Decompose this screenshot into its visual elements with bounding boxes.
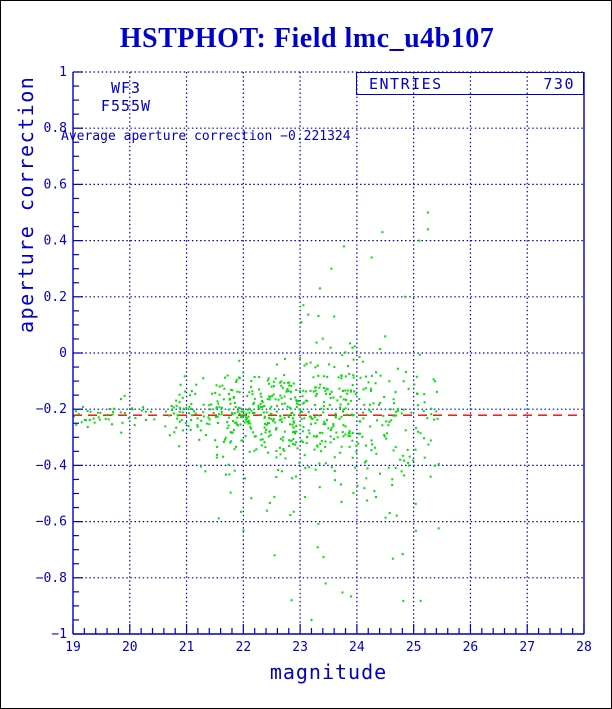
svg-text:21: 21 [179,640,195,655]
entries-value: 730 [543,74,575,93]
entries-legend-box: ENTRIES 730 [356,72,584,95]
svg-text:25: 25 [406,640,422,655]
svg-text:−0.8: −0.8 [36,571,67,586]
svg-text:23: 23 [292,640,308,655]
y-tick-labels: 1 0.8 0.6 0.4 0.2 0 −0.2 −0.4 −0.6 −0.8 −1 [36,65,67,642]
svg-text:26: 26 [463,640,479,655]
svg-text:−0.2: −0.2 [36,402,67,417]
axis-ticks [72,71,585,635]
scatter-points [72,211,440,621]
x-axis-label: magnitude [269,660,388,684]
svg-text:0.6: 0.6 [44,177,67,192]
y-axis-label: aperture correction [14,75,38,333]
entries-label: ENTRIES [369,74,443,93]
grid-lines [73,71,584,634]
svg-text:−0.4: −0.4 [36,458,67,473]
filter-label: F555W [100,97,152,115]
svg-text:20: 20 [122,640,138,655]
svg-text:−1: −1 [51,627,67,642]
svg-text:1: 1 [59,65,67,80]
svg-text:28: 28 [576,640,592,655]
svg-text:19: 19 [65,640,81,655]
average-correction-text: Average aperture correction −0.221324 [61,129,351,144]
svg-text:27: 27 [519,640,535,655]
svg-text:24: 24 [349,640,365,655]
svg-text:0.2: 0.2 [44,290,67,305]
svg-text:22: 22 [236,640,252,655]
camera-label: WF3 [110,79,142,97]
svg-text:0.8: 0.8 [44,121,67,136]
svg-text:0: 0 [59,346,67,361]
x-tick-labels: 19 20 21 22 23 24 25 26 27 28 [65,640,592,655]
svg-text:−0.6: −0.6 [36,515,67,530]
page-title: HSTPHOT: Field lmc_u4b107 [119,23,495,54]
svg-text:0.4: 0.4 [44,234,68,249]
